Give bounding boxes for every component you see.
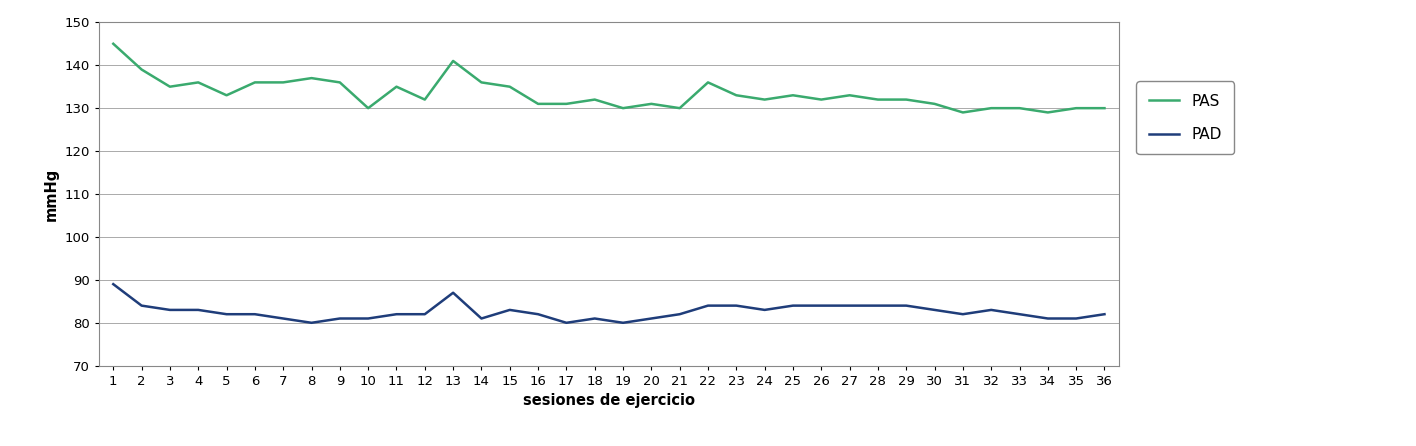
PAD: [898, 303, 915, 308]
PAD: [671, 311, 688, 317]
PAD: [275, 316, 292, 321]
PAS: [445, 58, 462, 64]
PAD: [1039, 316, 1056, 321]
PAD: [841, 303, 858, 308]
PAD: [983, 307, 1000, 313]
PAS: [360, 105, 377, 111]
PAD: [586, 316, 603, 321]
PAD: [501, 307, 518, 313]
PAS: [1068, 105, 1085, 111]
PAS: [700, 80, 716, 85]
Line: PAS: PAS: [113, 44, 1104, 112]
PAS: [841, 93, 858, 98]
PAD: [161, 307, 178, 313]
PAD: [784, 303, 801, 308]
PAD: [926, 307, 943, 313]
PAD: [105, 281, 122, 287]
PAD: [954, 311, 971, 317]
PAS: [473, 80, 490, 85]
PAS: [983, 105, 1000, 111]
PAS: [303, 75, 320, 81]
PAS: [161, 84, 178, 89]
Y-axis label: mmHg: mmHg: [44, 167, 59, 221]
PAD: [473, 316, 490, 321]
PAS: [218, 93, 235, 98]
PAS: [586, 97, 603, 102]
PAD: [813, 303, 830, 308]
PAS: [558, 101, 575, 107]
PAS: [416, 97, 433, 102]
PAS: [530, 101, 547, 107]
PAD: [1068, 316, 1085, 321]
PAD: [388, 311, 405, 317]
PAD: [1011, 311, 1028, 317]
PAD: [218, 311, 235, 317]
PAS: [813, 97, 830, 102]
PAD: [360, 316, 377, 321]
PAS: [869, 97, 886, 102]
PAD: [643, 316, 660, 321]
PAS: [105, 41, 122, 46]
PAD: [700, 303, 716, 308]
PAD: [331, 316, 348, 321]
PAS: [388, 84, 405, 89]
PAD: [133, 303, 150, 308]
PAD: [246, 311, 263, 317]
Legend: PAS, PAD: PAS, PAD: [1137, 82, 1235, 154]
PAS: [133, 67, 150, 72]
PAD: [756, 307, 773, 313]
PAS: [246, 80, 263, 85]
PAS: [898, 97, 915, 102]
PAS: [954, 110, 971, 115]
PAD: [869, 303, 886, 308]
PAS: [926, 101, 943, 107]
PAS: [756, 97, 773, 102]
PAD: [416, 311, 433, 317]
PAD: [728, 303, 745, 308]
PAS: [501, 84, 518, 89]
PAS: [784, 93, 801, 98]
PAS: [1096, 105, 1113, 111]
X-axis label: sesiones de ejercicio: sesiones de ejercicio: [523, 393, 695, 408]
PAS: [1011, 105, 1028, 111]
PAD: [558, 320, 575, 326]
PAD: [530, 311, 547, 317]
PAD: [445, 290, 462, 295]
PAS: [671, 105, 688, 111]
PAS: [331, 80, 348, 85]
PAS: [615, 105, 632, 111]
PAD: [615, 320, 632, 326]
Line: PAD: PAD: [113, 284, 1104, 323]
PAS: [728, 93, 745, 98]
PAD: [303, 320, 320, 326]
PAD: [190, 307, 207, 313]
PAS: [190, 80, 207, 85]
PAS: [1039, 110, 1056, 115]
PAD: [1096, 311, 1113, 317]
PAS: [275, 80, 292, 85]
PAS: [643, 101, 660, 107]
